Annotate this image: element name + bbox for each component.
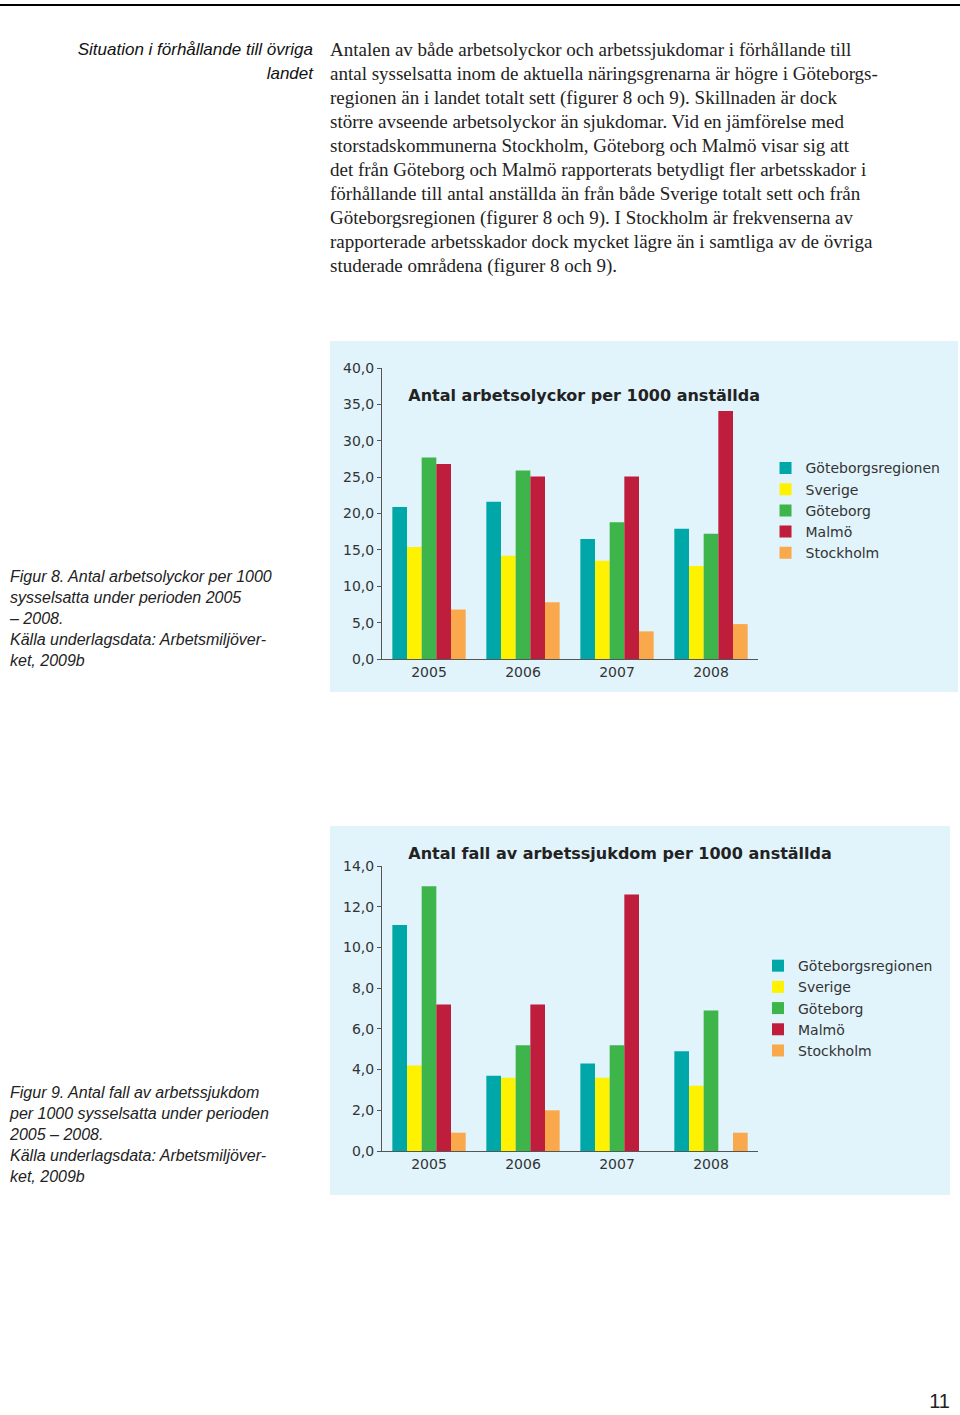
svg-text:14,0: 14,0: [343, 858, 374, 874]
svg-text:Antal fall av arbetssjukdom pe: Antal fall av arbetssjukdom per 1000 ans…: [408, 844, 832, 863]
html-text:regionen än i landet totalt se: regionen än i landet totalt sett (figure…: [330, 87, 837, 108]
html-text:11: 11: [929, 1390, 950, 1412]
svg-text:5,0: 5,0: [352, 615, 374, 631]
svg-text:Malmö: Malmö: [806, 524, 853, 540]
html-text:förhållande till antal anställ: förhållande till antal anställda än från…: [330, 183, 861, 204]
svg-text:Göteborgsregionen: Göteborgsregionen: [798, 958, 932, 974]
html-text:rapporterade arbetsskador dock: rapporterade arbetsskador dock mycket lä…: [330, 231, 873, 252]
html-text:antal sysselsatta inom de aktu: antal sysselsatta inom de aktuella närin…: [330, 63, 878, 84]
svg-text:20,0: 20,0: [343, 505, 374, 521]
html-text:2005 – 2008.: 2005 – 2008.: [10, 1126, 104, 1143]
html-text:Figur 8. Antal arbetsolyckor p: Figur 8. Antal arbetsolyckor per 1000: [10, 568, 272, 585]
svg-text:Sverige: Sverige: [806, 482, 859, 498]
html-text:ket, 2009b: ket, 2009b: [10, 652, 85, 669]
html-text:Situation i förhållande till ö: Situation i förhållande till övriga: [77, 40, 313, 59]
html-text:Figur 9. Antal fall av arbetss: Figur 9. Antal fall av arbetssjukdom: [10, 1084, 260, 1101]
svg-text:2007: 2007: [599, 664, 635, 680]
svg-text:2005: 2005: [411, 1156, 447, 1172]
html-text:Källa underlagsdata: Arbetsmil: Källa underlagsdata: Arbetsmiljöver-: [10, 1147, 267, 1164]
svg-text:2006: 2006: [505, 664, 541, 680]
svg-text:Stockholm: Stockholm: [798, 1043, 872, 1059]
html-text:det från Göteborg och Malmö ra: det från Göteborg och Malmö rapporterats…: [330, 159, 867, 180]
svg-text:10,0: 10,0: [343, 578, 374, 594]
html-text:Källa underlagsdata: Arbetsmil: Källa underlagsdata: Arbetsmiljöver-: [10, 631, 267, 648]
svg-text:Malmö: Malmö: [798, 1022, 845, 1038]
svg-text:6,0: 6,0: [352, 1021, 374, 1037]
html-text:sysselsatta under perioden 200: sysselsatta under perioden 2005: [10, 589, 242, 606]
svg-text:4,0: 4,0: [352, 1061, 374, 1077]
svg-text:2007: 2007: [599, 1156, 635, 1172]
svg-text:40,0: 40,0: [343, 360, 374, 376]
svg-text:Stockholm: Stockholm: [806, 545, 880, 561]
svg-text:Sverige: Sverige: [798, 979, 851, 995]
svg-text:0,0: 0,0: [352, 1143, 374, 1159]
svg-text:25,0: 25,0: [343, 469, 374, 485]
svg-text:Göteborg: Göteborg: [798, 1001, 863, 1017]
svg-text:2006: 2006: [505, 1156, 541, 1172]
svg-text:35,0: 35,0: [343, 396, 374, 412]
html-text:– 2008.: – 2008.: [10, 610, 64, 627]
html-text:större avseende arbetsolyckor: större avseende arbetsolyckor än sjukdom…: [330, 111, 844, 132]
html-text:Antalen av både arbetsolyckor: Antalen av både arbetsolyckor och arbets…: [330, 39, 852, 60]
svg-text:10,0: 10,0: [343, 939, 374, 955]
svg-text:2008: 2008: [693, 664, 729, 680]
svg-text:12,0: 12,0: [343, 899, 374, 915]
html-text:studerade områdena (figurer 8: studerade områdena (figurer 8 och 9).: [330, 255, 617, 276]
svg-text:Antal arbetsolyckor per 1000 a: Antal arbetsolyckor per 1000 anställda: [408, 386, 760, 405]
html-text:per 1000 sysselsatta under per: per 1000 sysselsatta under perioden: [10, 1105, 269, 1122]
svg-text:Göteborgsregionen: Göteborgsregionen: [806, 460, 940, 476]
svg-text:2,0: 2,0: [352, 1102, 374, 1118]
svg-text:2005: 2005: [411, 664, 447, 680]
html-text:landet: landet: [266, 64, 313, 83]
svg-text:0,0: 0,0: [352, 651, 374, 667]
svg-text:30,0: 30,0: [343, 433, 374, 449]
svg-text:15,0: 15,0: [343, 542, 374, 558]
svg-text:8,0: 8,0: [352, 980, 374, 996]
html-text:storstadskommunerna Stockholm,: storstadskommunerna Stockholm, Göteborg …: [330, 135, 849, 156]
svg-text:2008: 2008: [693, 1156, 729, 1172]
html-text:ket, 2009b: ket, 2009b: [10, 1168, 85, 1185]
svg-text:Göteborg: Göteborg: [806, 503, 871, 519]
html-text:Göteborgsregionen (figurer 8 o: Göteborgsregionen (figurer 8 och 9). I S…: [330, 207, 853, 228]
